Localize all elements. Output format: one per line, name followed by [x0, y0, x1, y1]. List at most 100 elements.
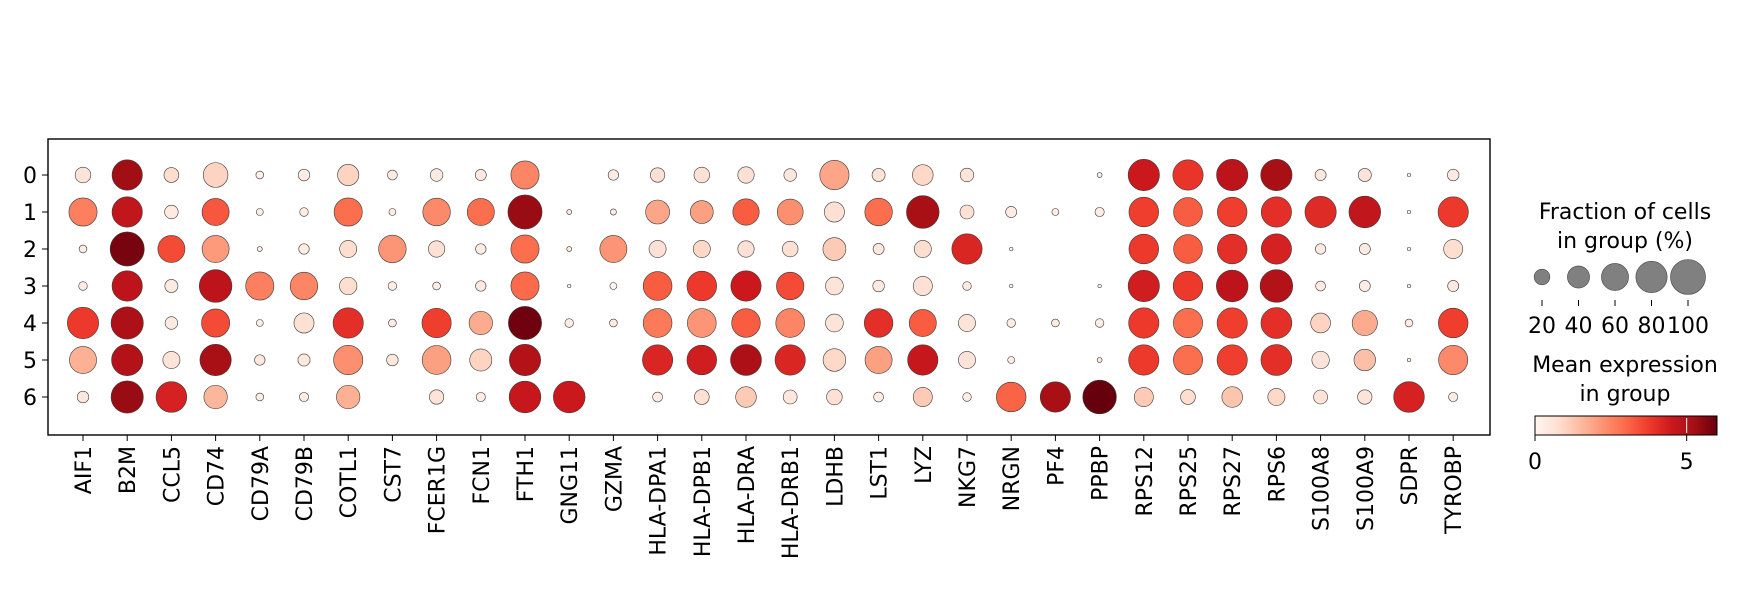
size-legend-title-line1: Fraction of cells [1539, 200, 1711, 225]
dot [475, 280, 487, 292]
dot [510, 271, 540, 301]
y-tick-label: 6 [23, 386, 37, 411]
dot [201, 235, 230, 263]
dot [737, 240, 755, 258]
dot [199, 344, 232, 376]
dot [74, 166, 92, 184]
x-tick-label: HLA-DRB1 [779, 446, 804, 559]
dot [1172, 270, 1204, 302]
dot [1438, 345, 1469, 375]
dot [687, 308, 717, 338]
dot [1447, 168, 1460, 182]
dot [871, 168, 886, 182]
dot [110, 380, 144, 414]
dot [1216, 344, 1248, 376]
dot [730, 344, 762, 376]
dot [642, 344, 674, 376]
dot [686, 344, 717, 376]
dot [1009, 283, 1014, 289]
dot [913, 240, 932, 258]
dot [201, 308, 231, 338]
dot [202, 162, 229, 188]
dot [510, 160, 540, 190]
dot [650, 167, 666, 183]
dot [1406, 172, 1412, 178]
dot [203, 384, 228, 410]
dot [609, 282, 618, 290]
dot [1221, 386, 1243, 408]
x-tick-label: NKG7 [956, 446, 981, 508]
dot [1173, 234, 1203, 264]
dot [825, 313, 844, 333]
dot [826, 388, 843, 406]
size-legend-dot [1601, 263, 1629, 291]
x-tick-label: TYROBP [1442, 446, 1467, 535]
dot [694, 389, 710, 405]
dot [255, 170, 265, 180]
dot [1357, 389, 1373, 405]
x-tick-label: CST7 [381, 446, 406, 503]
dot [912, 164, 934, 186]
dot [822, 348, 847, 372]
dot [469, 348, 493, 372]
dot [339, 240, 358, 258]
dot [642, 271, 673, 301]
x-tick-label: RPS27 [1221, 446, 1246, 517]
dot [912, 387, 933, 407]
dot [388, 318, 397, 328]
dot [289, 271, 319, 301]
dot [1094, 207, 1105, 217]
dot [962, 281, 972, 291]
dot [1005, 206, 1018, 218]
dot [692, 240, 711, 258]
y-tick-label: 3 [23, 275, 37, 300]
x-tick-label: GZMA [602, 446, 627, 512]
size-legend-tick-label: 60 [1601, 314, 1629, 339]
dot [1006, 318, 1016, 328]
dot [1216, 269, 1249, 303]
dot [566, 246, 572, 252]
x-tick-label: S100A9 [1354, 446, 1379, 531]
dot [610, 208, 617, 216]
dot [1406, 246, 1412, 252]
dot [254, 354, 266, 366]
size-legend-tick-label: 100 [1667, 314, 1709, 339]
size-legend-tick-label: 80 [1638, 314, 1666, 339]
x-tick-label: LYZ [912, 446, 937, 484]
dot [198, 269, 233, 303]
dot [652, 391, 663, 403]
dot [245, 271, 275, 301]
x-tick-label: PPBP [1089, 446, 1114, 501]
dot [1097, 283, 1102, 289]
x-tick-label: FCER1G [426, 446, 451, 534]
dot [599, 235, 628, 263]
dot [732, 198, 760, 226]
dot [388, 208, 397, 216]
dot [645, 199, 670, 225]
x-tick-label: AIF1 [72, 446, 97, 494]
dot [825, 276, 844, 296]
dot [1348, 195, 1381, 229]
dot [737, 166, 755, 184]
size-legend-tick-label: 40 [1565, 314, 1593, 339]
dot [1358, 243, 1371, 255]
dot [1216, 307, 1248, 339]
dot [111, 196, 143, 228]
dot [332, 307, 364, 339]
dot [1082, 379, 1117, 415]
dot [872, 279, 885, 293]
dot [1357, 168, 1372, 182]
dot [257, 246, 263, 252]
dot [297, 353, 311, 367]
dot [774, 344, 806, 376]
dot [730, 270, 762, 302]
dot [1353, 348, 1376, 372]
dot [735, 386, 757, 408]
dot [1260, 196, 1292, 228]
size-legend: Fraction of cells in group (%) 20 40 60 80 1… [1528, 200, 1711, 339]
dot [1096, 172, 1103, 178]
dot [378, 234, 407, 264]
dot [468, 310, 493, 336]
dot [466, 198, 495, 226]
dot [1172, 159, 1204, 191]
